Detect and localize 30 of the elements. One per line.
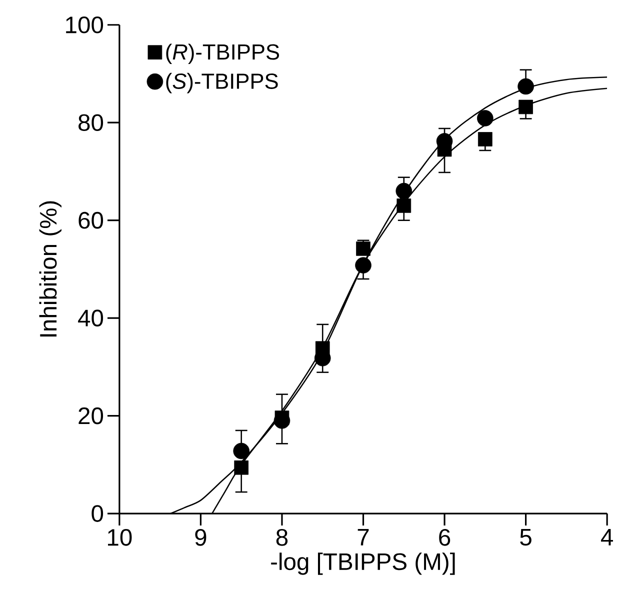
point (396, 198, 412, 213)
y-axis-title: Inhibition (%) (39, 201, 62, 336)
point (518, 100, 533, 114)
point (518, 78, 534, 95)
y-tick-label: 100 (66, 16, 104, 34)
x-tick-label: 6 (439, 528, 450, 546)
x-tick-label: 4 (601, 528, 613, 546)
x-tick-label: 8 (276, 528, 288, 546)
y-tick-label: 0 (92, 505, 104, 522)
x-axis-title: -log [TBIPPS (M)] (271, 552, 455, 575)
point (396, 182, 412, 200)
point (355, 257, 372, 274)
legend-label: (R)-TBIPPS (166, 44, 280, 64)
point (478, 132, 492, 146)
point (437, 142, 452, 157)
x-tick-label: 7 (358, 528, 369, 546)
point (274, 410, 290, 425)
x-tick-label: 5 (520, 528, 532, 546)
point (315, 341, 330, 356)
x-tick-label: 9 (195, 528, 206, 546)
point (233, 442, 250, 460)
point (477, 110, 494, 126)
y-tick-label: 60 (78, 212, 104, 229)
y-tick-label: 80 (78, 114, 104, 131)
legend-label: (S)-TBIPPS (166, 72, 278, 94)
y-tick-label: 40 (78, 310, 104, 326)
point (234, 460, 249, 475)
y-tick-label: 20 (78, 407, 104, 424)
point (356, 241, 370, 256)
x-tick-label: 10 (108, 528, 132, 546)
